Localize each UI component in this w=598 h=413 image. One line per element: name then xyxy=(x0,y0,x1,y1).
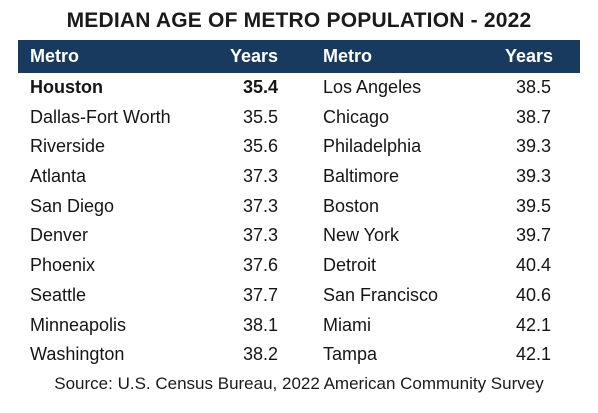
metro-name-cell: Houston xyxy=(30,77,103,97)
median-age-cell: 37.3 xyxy=(242,195,278,216)
metro-name-cell: Los Angeles xyxy=(323,77,422,97)
table-row: San Diego 37.3 Boston 39.5 xyxy=(18,192,580,222)
median-age-cell: 42.1 xyxy=(515,314,551,335)
median-age-cell: 38.5 xyxy=(515,77,551,97)
table-body: Houston 35.4 Los Angeles 38.5 Dallas-For… xyxy=(18,73,580,370)
table-title: MEDIAN AGE OF METRO POPULATION - 2022 xyxy=(66,9,532,32)
median-age-cell: 40.4 xyxy=(515,255,551,276)
median-age-cell: 39.3 xyxy=(515,136,551,157)
median-age-cell: 37.7 xyxy=(242,284,278,305)
metro-name-cell: Tampa xyxy=(323,344,378,365)
header-years-left: Years xyxy=(230,46,279,66)
median-age-cell: 35.5 xyxy=(242,106,278,127)
metro-name-cell: Dallas-Fort Worth xyxy=(30,106,171,127)
metro-name-cell: Phoenix xyxy=(30,255,96,276)
table-row: Atlanta 37.3 Baltimore 39.3 xyxy=(18,162,580,192)
metro-name-cell: Minneapolis xyxy=(30,314,127,335)
median-age-cell: 38.7 xyxy=(515,106,551,127)
table-row: Phoenix 37.6 Detroit 40.4 xyxy=(18,251,580,281)
source-note: Source: U.S. Census Bureau, 2022 America… xyxy=(54,374,544,393)
metro-name-cell: Denver xyxy=(30,225,89,246)
metro-name-cell: San Francisco xyxy=(323,284,439,305)
table-row: Dallas-Fort Worth 35.5 Chicago 38.7 xyxy=(18,103,580,133)
header-metro-right: Metro xyxy=(323,46,372,66)
metro-name-cell: Philadelphia xyxy=(323,136,422,157)
median-age-cell: 35.4 xyxy=(242,77,278,97)
median-age-cell: 37.3 xyxy=(242,225,278,246)
median-age-cell: 37.6 xyxy=(242,255,278,276)
table-row: Houston 35.4 Los Angeles 38.5 xyxy=(18,73,580,103)
table-row: Seattle 37.7 San Francisco 40.6 xyxy=(18,281,580,311)
median-age-cell: 37.3 xyxy=(242,166,278,187)
metro-name-cell: Detroit xyxy=(323,255,377,276)
median-age-cell: 39.7 xyxy=(515,225,551,246)
metro-name-cell: Chicago xyxy=(323,106,390,127)
metro-name-cell: New York xyxy=(323,225,400,246)
median-age-cell: 39.5 xyxy=(515,195,551,216)
table-row: Denver 37.3 New York 39.7 xyxy=(18,221,580,251)
median-age-cell: 38.2 xyxy=(242,344,278,365)
table-row: Washington 38.2 Tampa 42.1 xyxy=(18,340,580,370)
median-age-cell: 38.1 xyxy=(242,314,278,335)
metro-name-cell: Atlanta xyxy=(30,166,87,187)
metro-name-cell: Baltimore xyxy=(323,166,400,187)
median-age-cell: 39.3 xyxy=(515,166,551,187)
metro-name-cell: Washington xyxy=(30,344,125,365)
metro-name-cell: San Diego xyxy=(30,195,115,216)
metro-name-cell: Boston xyxy=(323,195,380,216)
header-years-right: Years xyxy=(505,46,554,66)
metro-name-cell: Seattle xyxy=(30,284,87,305)
header-metro-left: Metro xyxy=(30,46,79,66)
median-age-cell: 42.1 xyxy=(515,344,551,365)
table-row: Riverside 35.6 Philadelphia 39.3 xyxy=(18,132,580,162)
median-age-cell: 40.6 xyxy=(515,284,551,305)
table-row: Minneapolis 38.1 Miami 42.1 xyxy=(18,311,580,341)
metro-name-cell: Miami xyxy=(323,314,371,335)
metro-name-cell: Riverside xyxy=(30,136,106,157)
table-header: Metro Years Metro Years xyxy=(18,40,580,73)
median-age-cell: 35.6 xyxy=(242,136,278,157)
